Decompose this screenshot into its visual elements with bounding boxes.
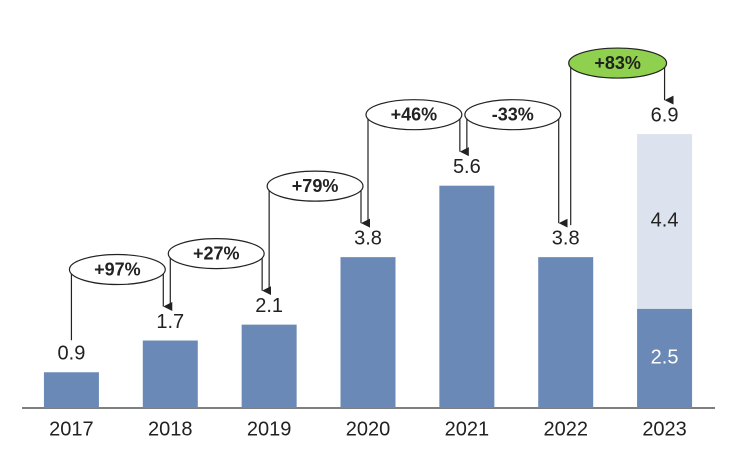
growth-bubble <box>167 238 265 270</box>
x-tick-label: 2021 <box>445 418 490 440</box>
growth-label: +27% <box>193 243 240 263</box>
bar-segment <box>538 257 594 408</box>
growth-bubble <box>464 99 562 131</box>
x-tick-label: 2023 <box>642 418 687 440</box>
segment-label: 4.4 <box>651 210 679 232</box>
growth-bubble <box>365 99 463 131</box>
growth-label: +46% <box>391 104 438 124</box>
bar-segment <box>241 324 297 408</box>
value-label: 3.8 <box>552 227 580 249</box>
growth-bubble <box>68 253 166 286</box>
growth-label: -33% <box>492 104 534 124</box>
growth-label: +83% <box>594 53 641 73</box>
bar-segment <box>637 308 693 408</box>
value-label: 0.9 <box>58 343 86 365</box>
value-label: 2.1 <box>255 295 283 317</box>
bar-segment <box>637 134 693 309</box>
bar-segment <box>142 340 198 408</box>
growth-label: +79% <box>292 176 339 196</box>
segment-label: 2.5 <box>651 347 679 369</box>
total-label: 6.9 <box>651 104 679 126</box>
bar-segment <box>43 372 99 408</box>
growth-label: +97% <box>94 259 141 279</box>
x-tick-label: 2020 <box>346 418 391 440</box>
bar-segment <box>340 257 396 408</box>
growth-bubble <box>266 170 364 202</box>
value-label: 5.6 <box>453 156 481 178</box>
x-tick-label: 2017 <box>49 418 94 440</box>
value-label: 3.8 <box>354 227 382 249</box>
bar-segment <box>439 185 495 408</box>
x-tick-label: 2018 <box>148 418 193 440</box>
x-tick-label: 2019 <box>247 418 292 440</box>
growth-bubble <box>568 47 668 79</box>
value-label: 1.7 <box>156 311 184 333</box>
x-tick-label: 2022 <box>543 418 588 440</box>
